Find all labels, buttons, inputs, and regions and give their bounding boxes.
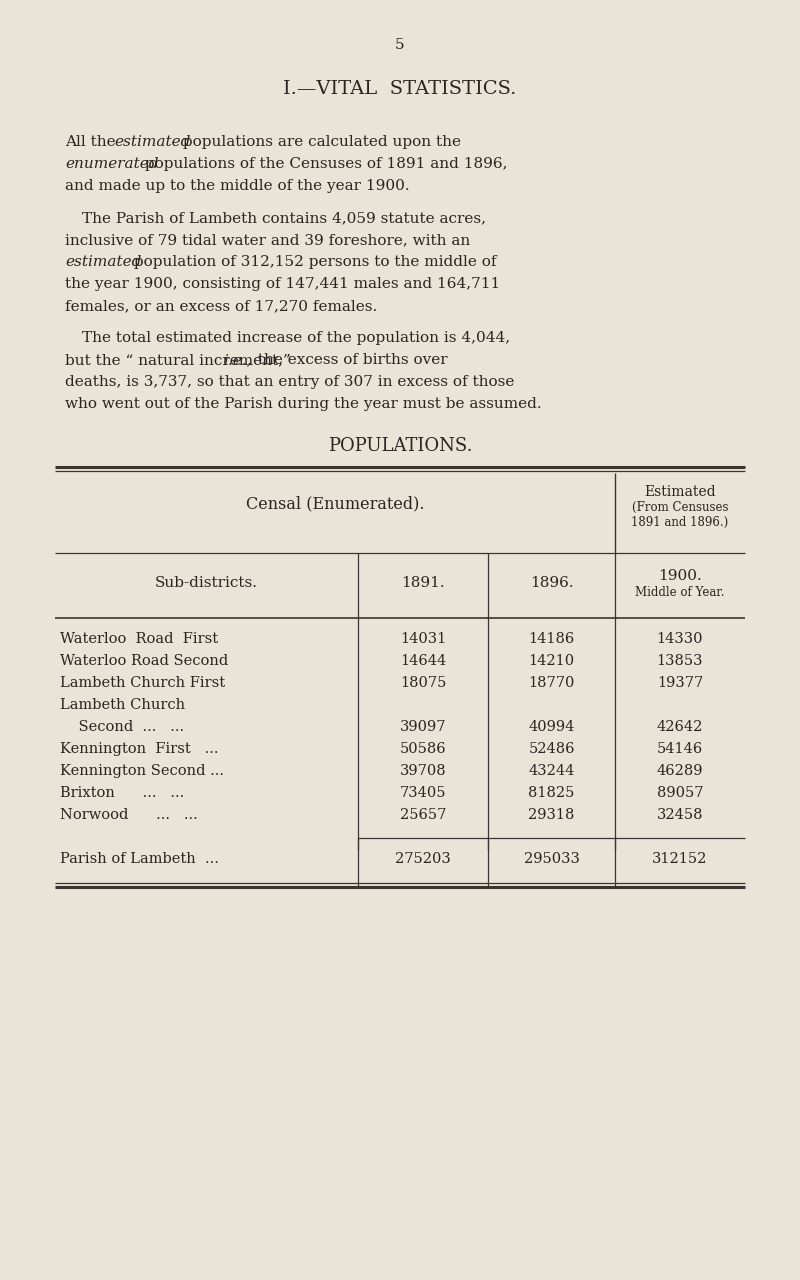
Text: The total estimated increase of the population is 4,044,: The total estimated increase of the popu… <box>82 332 510 346</box>
Text: 5: 5 <box>395 38 405 52</box>
Text: Lambeth Church First: Lambeth Church First <box>60 676 225 690</box>
Text: The Parish of Lambeth contains 4,059 statute acres,: The Parish of Lambeth contains 4,059 sta… <box>82 211 486 225</box>
Text: 295033: 295033 <box>523 852 579 867</box>
Text: the excess of births over: the excess of births over <box>253 353 448 367</box>
Text: who went out of the Parish during the year must be assumed.: who went out of the Parish during the ye… <box>65 397 542 411</box>
Text: i.e.,: i.e., <box>223 353 251 367</box>
Text: populations of the Censuses of 1891 and 1896,: populations of the Censuses of 1891 and … <box>140 157 507 172</box>
Text: Parish of Lambeth  ...: Parish of Lambeth ... <box>60 852 219 867</box>
Text: Brixton      ...   ...: Brixton ... ... <box>60 786 184 800</box>
Text: Second  ...   ...: Second ... ... <box>60 719 184 733</box>
Text: 14031: 14031 <box>400 632 446 646</box>
Text: Waterloo  Road  First: Waterloo Road First <box>60 632 218 646</box>
Text: (From Censuses: (From Censuses <box>632 500 728 515</box>
Text: 73405: 73405 <box>400 786 446 800</box>
Text: enumerated: enumerated <box>65 157 158 172</box>
Text: Waterloo Road Second: Waterloo Road Second <box>60 654 228 668</box>
Text: 14330: 14330 <box>657 632 703 646</box>
Text: 14210: 14210 <box>529 654 574 668</box>
Text: 1891.: 1891. <box>401 576 445 590</box>
Text: 89057: 89057 <box>657 786 703 800</box>
Text: 14644: 14644 <box>400 654 446 668</box>
Text: the year 1900, consisting of 147,441 males and 164,711: the year 1900, consisting of 147,441 mal… <box>65 276 500 291</box>
Text: 54146: 54146 <box>657 742 703 756</box>
Text: 13853: 13853 <box>657 654 703 668</box>
Text: inclusive of 79 tidal water and 39 foreshore, with an: inclusive of 79 tidal water and 39 fores… <box>65 233 470 247</box>
Text: females, or an excess of 17,270 females.: females, or an excess of 17,270 females. <box>65 300 378 314</box>
Text: 81825: 81825 <box>528 786 574 800</box>
Text: 1896.: 1896. <box>530 576 574 590</box>
Text: estimated: estimated <box>65 255 142 269</box>
Text: estimated: estimated <box>114 134 190 148</box>
Text: deaths, is 3,737, so that an entry of 307 in excess of those: deaths, is 3,737, so that an entry of 30… <box>65 375 514 389</box>
Text: 19377: 19377 <box>657 676 703 690</box>
Text: I.—VITAL  STATISTICS.: I.—VITAL STATISTICS. <box>283 79 517 99</box>
Text: 32458: 32458 <box>657 808 703 822</box>
Text: Norwood      ...   ...: Norwood ... ... <box>60 808 198 822</box>
Text: Estimated: Estimated <box>644 485 716 499</box>
Text: 29318: 29318 <box>528 808 574 822</box>
Text: populations are calculated upon the: populations are calculated upon the <box>178 134 461 148</box>
Text: Kennington Second ...: Kennington Second ... <box>60 764 224 778</box>
Text: Middle of Year.: Middle of Year. <box>635 586 725 599</box>
Text: 39708: 39708 <box>400 764 446 778</box>
Text: Lambeth Church: Lambeth Church <box>60 698 185 712</box>
Text: population of 312,152 persons to the middle of: population of 312,152 persons to the mid… <box>129 255 497 269</box>
Text: 18770: 18770 <box>528 676 574 690</box>
Text: 312152: 312152 <box>652 852 708 867</box>
Text: 1891 and 1896.): 1891 and 1896.) <box>631 516 729 529</box>
Text: POPULATIONS.: POPULATIONS. <box>328 436 472 454</box>
Text: 25657: 25657 <box>400 808 446 822</box>
Text: 1900.: 1900. <box>658 570 702 582</box>
Text: 42642: 42642 <box>657 719 703 733</box>
Text: 14186: 14186 <box>528 632 574 646</box>
Text: 43244: 43244 <box>528 764 574 778</box>
Text: 50586: 50586 <box>400 742 446 756</box>
Text: All the: All the <box>65 134 121 148</box>
Text: and made up to the middle of the year 1900.: and made up to the middle of the year 19… <box>65 179 410 193</box>
Text: but the “ natural increment,”: but the “ natural increment,” <box>65 353 296 367</box>
Text: Sub-districts.: Sub-districts. <box>155 576 258 590</box>
Text: 40994: 40994 <box>528 719 574 733</box>
Text: Kennington  First   ...: Kennington First ... <box>60 742 218 756</box>
Text: 52486: 52486 <box>528 742 574 756</box>
Text: 39097: 39097 <box>400 719 446 733</box>
Text: 18075: 18075 <box>400 676 446 690</box>
Text: Censal (Enumerated).: Censal (Enumerated). <box>246 495 424 512</box>
Text: 46289: 46289 <box>657 764 703 778</box>
Text: 275203: 275203 <box>395 852 451 867</box>
